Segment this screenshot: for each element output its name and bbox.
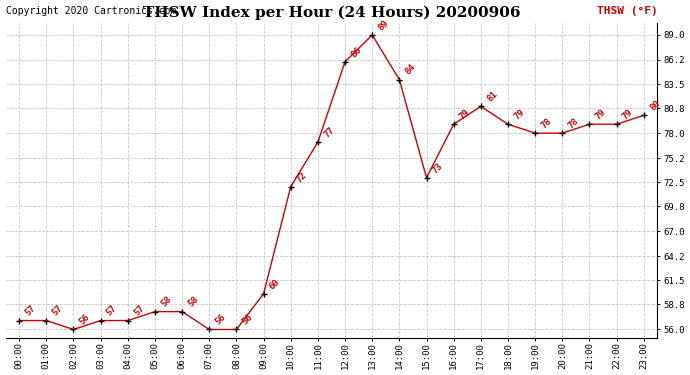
Text: 73: 73 — [431, 161, 444, 175]
Text: 60: 60 — [268, 277, 282, 291]
Text: 72: 72 — [295, 170, 309, 184]
Text: 81: 81 — [485, 90, 499, 104]
Text: 86: 86 — [349, 45, 363, 59]
Text: 77: 77 — [322, 125, 336, 139]
Title: THSW Index per Hour (24 Hours) 20200906: THSW Index per Hour (24 Hours) 20200906 — [143, 6, 520, 20]
Text: 79: 79 — [621, 108, 635, 122]
Text: 57: 57 — [132, 304, 146, 318]
Text: 80: 80 — [648, 99, 662, 112]
Text: 57: 57 — [105, 304, 119, 318]
Text: 78: 78 — [566, 116, 580, 130]
Text: 79: 79 — [593, 108, 608, 122]
Text: 58: 58 — [186, 295, 200, 309]
Text: 57: 57 — [23, 304, 37, 318]
Text: 58: 58 — [159, 295, 173, 309]
Text: 89: 89 — [376, 18, 391, 32]
Text: 56: 56 — [241, 313, 255, 327]
Text: 56: 56 — [77, 313, 92, 327]
Text: 84: 84 — [404, 63, 417, 77]
Text: Copyright 2020 Cartronics.com: Copyright 2020 Cartronics.com — [6, 6, 176, 16]
Text: 78: 78 — [540, 116, 553, 130]
Text: 56: 56 — [213, 313, 228, 327]
Text: THSW (°F): THSW (°F) — [597, 6, 658, 16]
Text: 79: 79 — [512, 108, 526, 122]
Text: 79: 79 — [458, 108, 472, 122]
Text: 57: 57 — [50, 304, 64, 318]
